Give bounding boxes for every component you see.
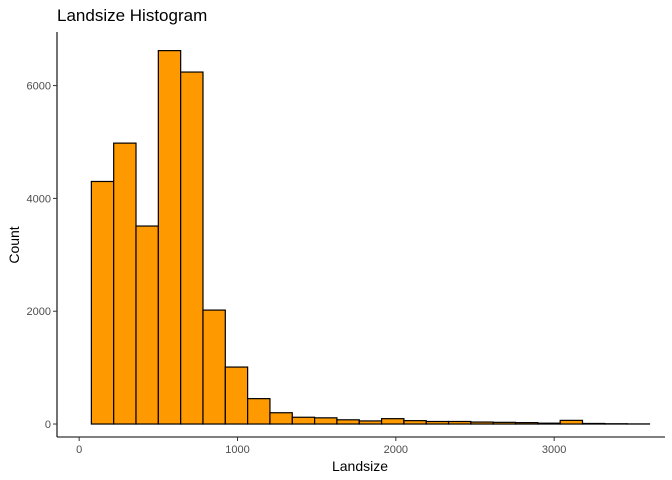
- histogram-bar: [135, 225, 159, 425]
- y-tick-label: 2000: [27, 306, 51, 318]
- x-axis-title: Landsize: [332, 458, 388, 474]
- histogram-bar: [447, 420, 472, 425]
- histogram-bar: [90, 180, 115, 425]
- histogram-bar: [202, 309, 226, 425]
- histogram-bar: [314, 417, 338, 425]
- y-tick-label: 0: [45, 419, 51, 431]
- histogram-bars: [90, 50, 651, 425]
- histogram-bar: [336, 419, 360, 425]
- x-tick-label: 0: [76, 444, 82, 456]
- histogram-bar: [492, 421, 517, 425]
- histogram-bar: [269, 412, 293, 425]
- histogram-bar: [113, 142, 137, 425]
- histogram-bar: [358, 420, 383, 425]
- histogram-bar: [247, 398, 271, 425]
- histogram-bar: [180, 71, 204, 425]
- x-axis: 0 1000 2000 3000: [57, 436, 665, 456]
- histogram-bar: [470, 421, 494, 425]
- x-tick-label: 3000: [542, 444, 566, 456]
- histogram-bar: [559, 419, 584, 425]
- histogram-bar: [537, 422, 561, 425]
- y-tick-label: 6000: [27, 81, 51, 93]
- histogram-bar: [403, 420, 427, 425]
- x-tick-label: 2000: [384, 444, 408, 456]
- y-tick-label: 4000: [27, 193, 51, 205]
- histogram-bar: [291, 416, 316, 425]
- x-tick-label: 1000: [225, 444, 249, 456]
- y-axis-title: Count: [6, 226, 22, 263]
- histogram-bar: [581, 422, 606, 425]
- histogram-bar: [514, 422, 539, 425]
- chart-title: Landsize Histogram: [57, 6, 207, 25]
- histogram-bar: [224, 366, 249, 425]
- histogram-bar: [425, 420, 450, 425]
- histogram-bar: [157, 50, 182, 425]
- y-axis: 0 2000 4000 6000: [27, 32, 58, 437]
- histogram-bar: [380, 418, 405, 425]
